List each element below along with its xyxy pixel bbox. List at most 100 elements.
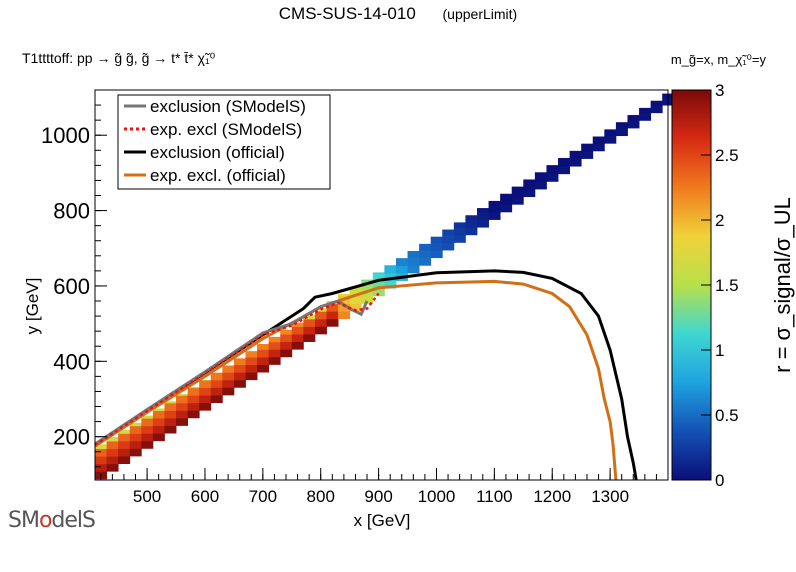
x-tick-label: 500 (133, 487, 161, 506)
heatmap-cell (465, 215, 478, 221)
heatmap-cell (118, 456, 131, 465)
heatmap-cell (129, 448, 142, 457)
heatmap-cell (338, 293, 351, 297)
heatmap-cell (199, 387, 212, 396)
heatmap-cell (488, 200, 501, 205)
heatmap-cell (326, 318, 339, 327)
x-tick-label: 900 (364, 487, 392, 506)
heatmap-cell (106, 456, 119, 465)
heatmap-cell (650, 100, 663, 106)
heatmap-cell (152, 425, 165, 434)
heatmap-cell (222, 372, 235, 381)
heatmap-cell (291, 322, 304, 327)
heatmap-cell (442, 242, 455, 251)
x-tick-label: 1200 (533, 487, 571, 506)
heatmap-cell (106, 437, 119, 442)
heatmap-cell (95, 448, 107, 457)
heatmap-cell (280, 349, 293, 358)
z-tick-label: 0.5 (715, 406, 739, 425)
heatmap-cell (280, 341, 293, 350)
x-axis-label: x [GeV] (354, 511, 411, 530)
heatmap-cell (465, 219, 478, 228)
heatmap-cell (233, 364, 246, 373)
heatmap-cell (141, 440, 154, 449)
heatmap-cell (395, 258, 408, 266)
legend-label: exp. excl (SModelS) (150, 120, 302, 139)
x-tick-label: 600 (191, 487, 219, 506)
heatmap-cell (395, 265, 408, 274)
legend-label: exclusion (SModelS) (150, 97, 306, 116)
heatmap-cell (268, 349, 281, 358)
heatmap-cell (95, 456, 107, 465)
heatmap-cell (349, 295, 362, 304)
heatmap-cell (453, 222, 466, 228)
legend-label: exp. excl. (official) (150, 166, 286, 185)
heatmap-cell (314, 318, 327, 327)
heatmap-cell (164, 401, 177, 404)
heatmap-cell (442, 234, 455, 243)
z-tick-label: 1.5 (715, 276, 739, 295)
heatmap-cell (245, 372, 258, 381)
heatmap-cell (106, 448, 119, 457)
heatmap-cell (245, 357, 258, 366)
heatmap-cell (118, 441, 131, 449)
heatmap-cell (569, 158, 582, 167)
y-tick-label: 400 (53, 349, 90, 374)
heatmap-cell (314, 311, 327, 320)
heatmap-cell (303, 334, 316, 342)
heatmap-cell (152, 408, 165, 411)
y-axis-label: y [GeV] (23, 278, 42, 335)
heatmap-cell (187, 402, 200, 411)
legend-box (117, 94, 331, 190)
heatmap-cell (581, 150, 594, 159)
heatmap-cell (349, 303, 362, 312)
z-tick-label: 2.5 (715, 146, 739, 165)
heatmap-cell (604, 129, 617, 137)
heatmap-cell (291, 341, 304, 350)
plot-frame (94, 89, 669, 481)
heatmap-cell (372, 288, 385, 297)
heatmap-cell (338, 303, 351, 312)
heatmap-cell (245, 351, 258, 358)
x-axis: 500 600 700 800 900 1000 1100 1200 1300 (100, 468, 669, 506)
heatmap-cell (118, 448, 131, 457)
heatmap-cell (280, 329, 293, 335)
heatmap-cell (453, 234, 466, 243)
heatmap-cell (268, 336, 281, 343)
heatmap-cell (280, 334, 293, 343)
heatmap-cell (141, 418, 154, 427)
x-tick-label: 1100 (476, 487, 513, 506)
heatmap-cell (268, 341, 281, 350)
heatmap-cell (639, 107, 652, 114)
heatmap-cell (442, 229, 455, 236)
heatmap-cell (430, 236, 443, 243)
heatmap-cell (314, 326, 327, 335)
heatmap-cell (546, 165, 559, 167)
color-scale: 0 0.5 1 1.5 2 2.5 3 (671, 81, 739, 490)
x-tick-label: 800 (307, 487, 335, 506)
heatmap-cell (500, 204, 513, 213)
heatmap-cell (569, 151, 582, 160)
z-tick-label: 2 (715, 211, 724, 230)
contour-curves (94, 269, 638, 481)
heatmap-cell (268, 356, 281, 365)
heatmap-cell (592, 136, 605, 144)
y-tick-label: 200 (53, 425, 90, 450)
heatmap-cell (141, 425, 154, 434)
legend-label: exclusion (official) (150, 143, 285, 162)
heatmap-cell (176, 417, 189, 426)
heatmap-cell (326, 311, 339, 320)
heatmap-cell (222, 387, 235, 396)
heatmap-cell (129, 422, 142, 427)
heatmap-cell (523, 189, 536, 198)
z-tick-label: 0 (715, 471, 724, 490)
heatmap-cell (384, 265, 397, 266)
heatmap-cell (361, 295, 374, 304)
heatmap-cell (534, 173, 547, 182)
y-tick-label: 1000 (41, 123, 90, 148)
heatmap-cell (384, 273, 397, 282)
heatmap-cell (233, 358, 246, 366)
heatmap-cell (407, 257, 420, 266)
heatmap-cell (106, 463, 119, 472)
x-tick-label: 700 (249, 487, 277, 506)
